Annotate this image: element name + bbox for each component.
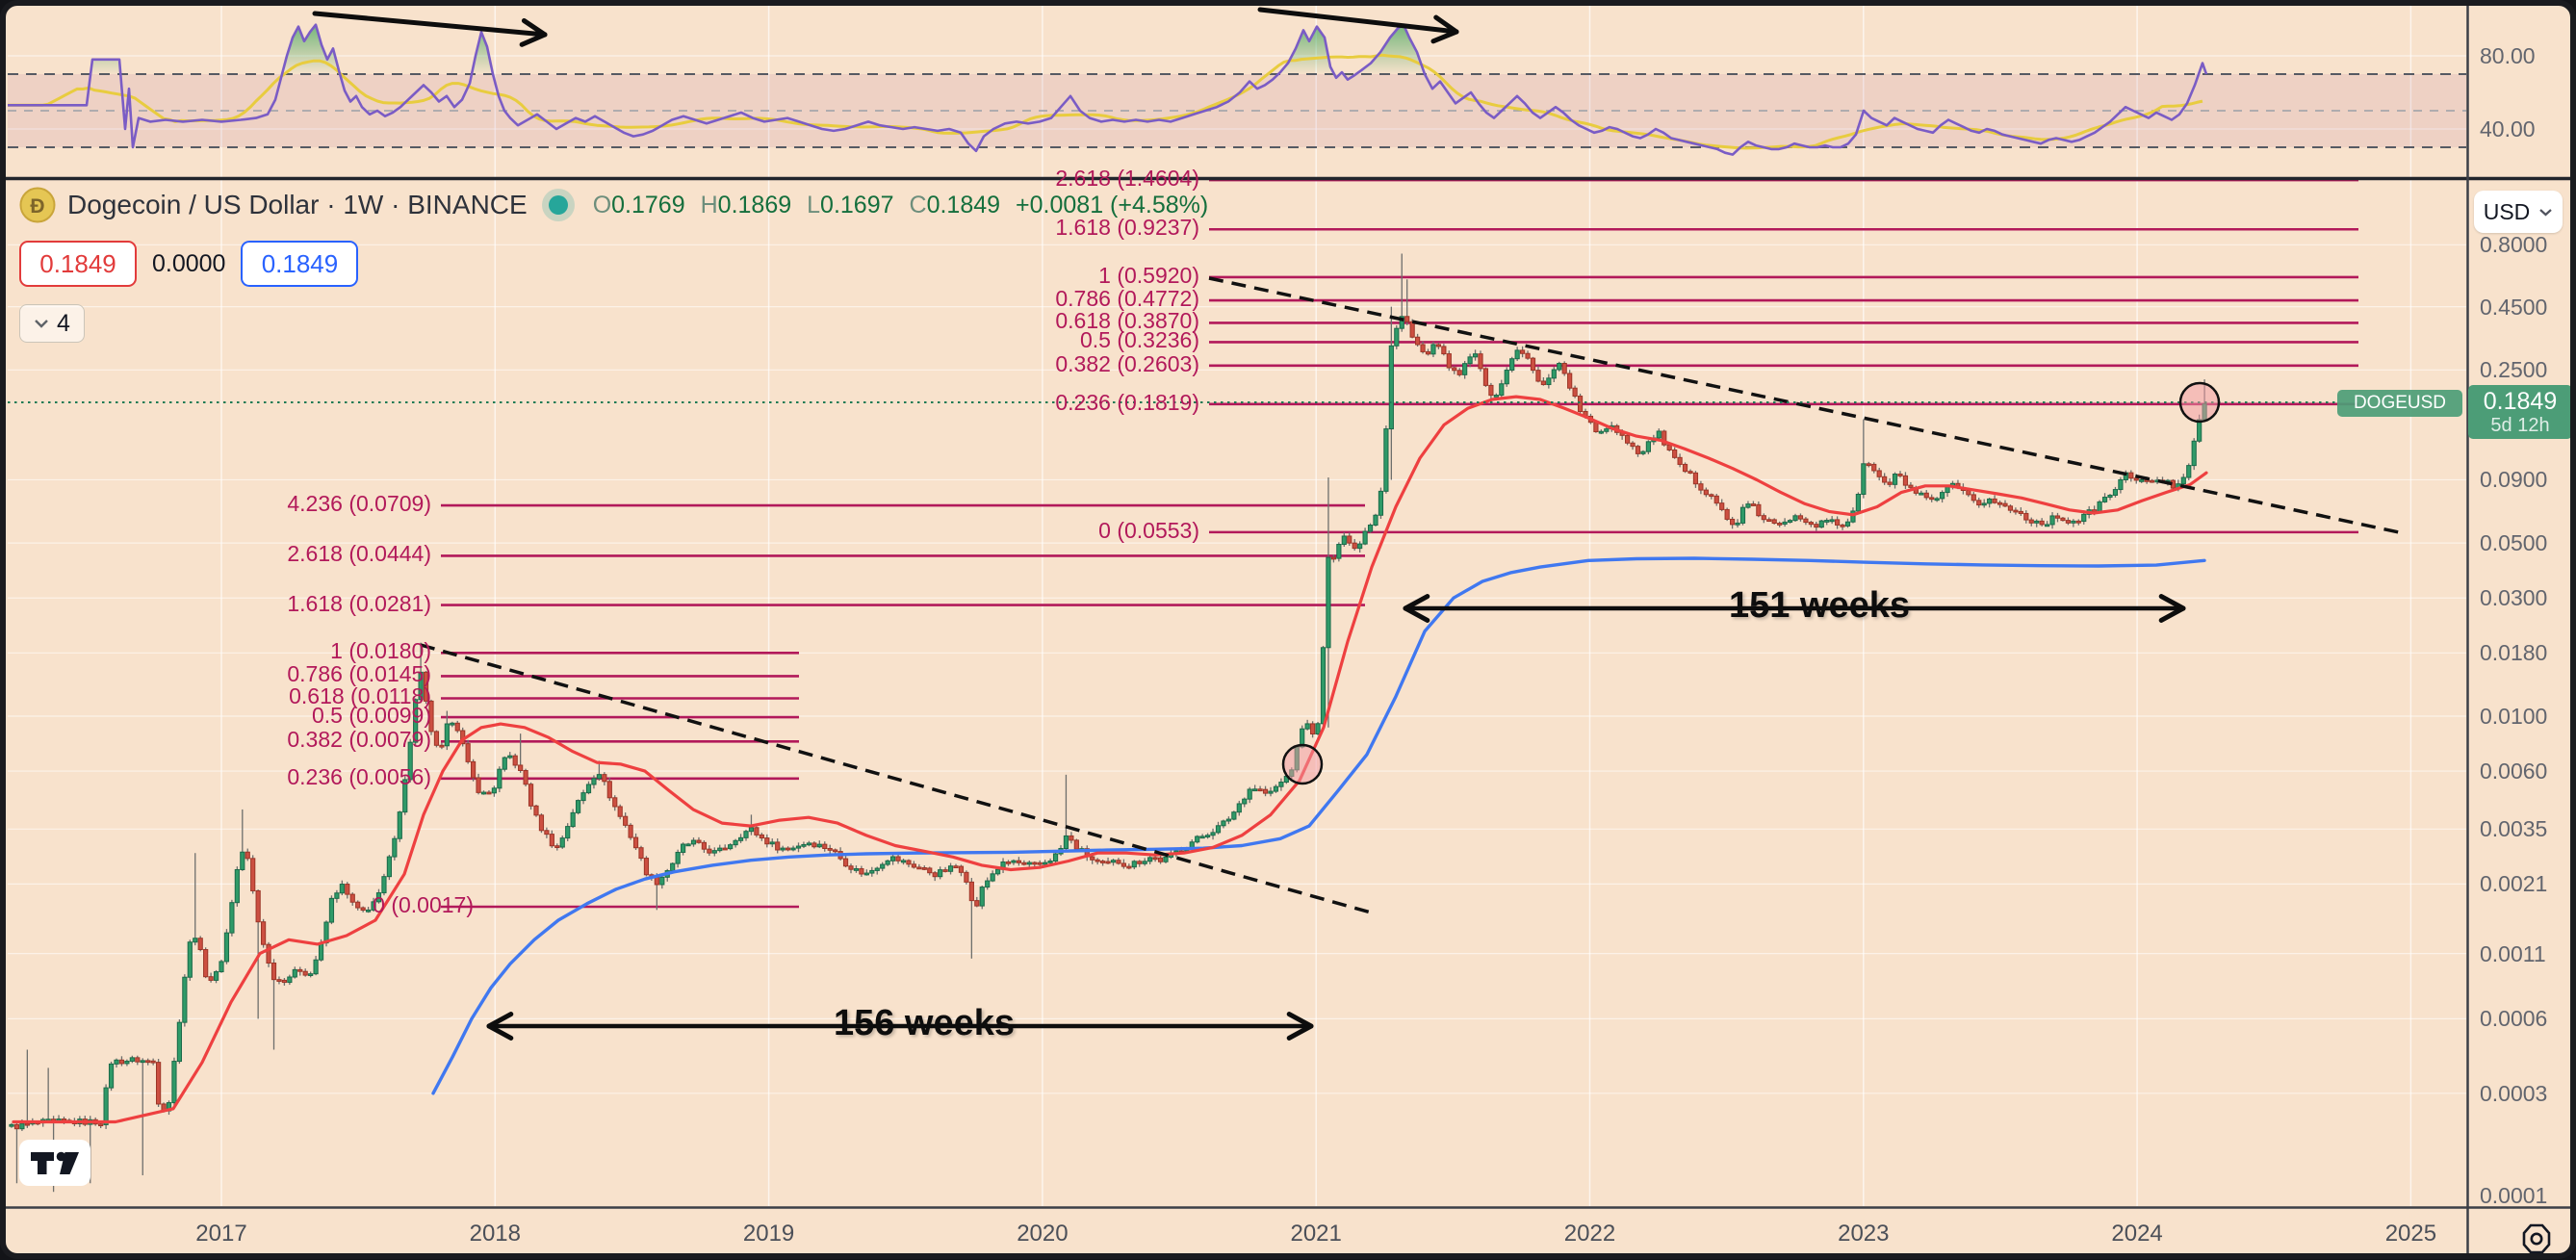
year-label: 2025 xyxy=(2384,1221,2437,1247)
fib-label: 1 (0.5920) xyxy=(1098,262,1199,288)
year-label: 2019 xyxy=(742,1221,795,1247)
price-axis-label: 0.0900 xyxy=(2480,467,2548,493)
fib-label: 2.618 (0.0444) xyxy=(287,541,431,567)
last-price: 0.1849 xyxy=(2483,388,2558,415)
price-axis-label: 0.0180 xyxy=(2480,640,2548,666)
price-axis-label: 0.0500 xyxy=(2480,530,2548,556)
price-axis-label: 0.0011 xyxy=(2480,940,2546,966)
year-label: 2024 xyxy=(2111,1221,2163,1247)
price-axis-label: 0.0300 xyxy=(2480,585,2548,611)
chevron-down-icon xyxy=(2539,208,2553,216)
ohlc-item: O0.1769 xyxy=(592,191,685,219)
price-axis-label: 0.0060 xyxy=(2480,759,2548,784)
symbol-title[interactable]: Dogecoin / US Dollar · 1W · BINANCE xyxy=(67,190,528,219)
buy-price-button[interactable]: 0.1849 xyxy=(241,241,359,287)
object-tree-button[interactable]: 4 xyxy=(19,304,85,343)
fib-label: 0.786 (0.0145) xyxy=(287,661,431,687)
fib-label: 4.236 (0.0709) xyxy=(287,491,431,517)
currency-label: USD xyxy=(2483,198,2531,224)
chevron-down-icon xyxy=(35,320,48,328)
currency-toggle-button[interactable]: USD xyxy=(2474,191,2563,233)
ohlc-item: C0.1849 xyxy=(909,191,1001,219)
bar-countdown: 5d 12h xyxy=(2490,415,2550,436)
price-axis-label: 0.2500 xyxy=(2480,357,2548,383)
fib-label: 1.618 (0.0281) xyxy=(287,590,431,616)
dogecoin-icon: Ð xyxy=(19,187,56,223)
year-label: 2020 xyxy=(1017,1221,1069,1247)
change-value: +0.0081 (+4.58%) xyxy=(1016,191,1209,219)
ma-layer xyxy=(12,395,2208,1124)
fib-label: 0.236 (0.0056) xyxy=(287,763,431,789)
price-axis-label: 0.0006 xyxy=(2480,1006,2548,1032)
fib-label: 0.382 (0.2603) xyxy=(1055,350,1199,376)
ohlc-item: L0.1697 xyxy=(807,191,894,219)
fib-label: 0.5 (0.0099) xyxy=(311,703,431,729)
fib-label: 0.382 (0.0079) xyxy=(287,727,431,753)
price-axis-label: 0.0001 xyxy=(2480,1183,2548,1208)
annotation-156-weeks[interactable]: 156 weeks xyxy=(833,1003,1016,1043)
fib-label: 1 (0.0180) xyxy=(330,638,431,664)
fib-label: 0.5 (0.3236) xyxy=(1079,327,1199,353)
price-axis-label: 0.0003 xyxy=(2480,1080,2548,1106)
ohlc-values: O0.1769 H0.1869 L0.1697 C0.1849 +0.0081 (+4.… xyxy=(593,192,1209,219)
price-axis-label: 0.4500 xyxy=(2480,294,2548,320)
last-price-badge: 0.1849 5d 12h xyxy=(2468,385,2572,439)
price-line-symbol-label: DOGEUSD xyxy=(2337,390,2462,417)
price-axis-label: 0.8000 xyxy=(2480,232,2548,258)
year-label: 2022 xyxy=(1563,1221,1616,1247)
fib-label: 1.618 (0.9237) xyxy=(1055,215,1199,241)
separator-layer xyxy=(4,4,2572,1255)
grid-layer xyxy=(8,6,2466,1206)
fib-label: 0 (0.0553) xyxy=(1098,517,1199,543)
year-label: 2021 xyxy=(1290,1221,1342,1247)
tradingview-logo[interactable] xyxy=(19,1140,90,1191)
highlight-circle xyxy=(1281,743,1324,785)
ohlc-item: H0.1869 xyxy=(700,191,792,219)
fib-label: 0 (0.0017) xyxy=(373,891,474,917)
fib-label: 2.618 (1.4604) xyxy=(1055,166,1199,192)
year-label: 2017 xyxy=(195,1221,247,1247)
rsi-axis-label: 80.00 xyxy=(2480,43,2536,68)
chart-background xyxy=(4,4,2572,1255)
spread-value: 0.0000 xyxy=(152,249,226,277)
svg-text:Ð: Ð xyxy=(30,195,44,218)
price-axis-label: 0.0100 xyxy=(2480,703,2548,729)
annotation-layer xyxy=(312,7,2221,1041)
fib-label: 0.236 (0.1819) xyxy=(1055,389,1199,415)
price-axis-label: 0.0035 xyxy=(2480,816,2548,842)
fib-label: 0.786 (0.4772) xyxy=(1055,286,1199,312)
highlight-circle xyxy=(2178,381,2221,424)
legend: Ð Dogecoin / US Dollar · 1W · BINANCE O0… xyxy=(19,183,1208,343)
object-count: 4 xyxy=(57,309,70,337)
rsi-axis-label: 40.00 xyxy=(2480,116,2536,141)
year-label: 2018 xyxy=(469,1221,521,1247)
rsi-pane xyxy=(8,23,2466,156)
trendline-layer xyxy=(420,276,2400,914)
fib-label: 0.618 (0.3870) xyxy=(1055,308,1199,334)
fib-label: 0.618 (0.0118) xyxy=(289,683,431,709)
axis-settings-icon[interactable] xyxy=(2518,1222,2555,1260)
market-status-dot[interactable] xyxy=(548,195,568,215)
price-axis-label: 0.0021 xyxy=(2480,871,2548,897)
sell-price-button[interactable]: 0.1849 xyxy=(19,241,137,287)
annotation-151-weeks[interactable]: 151 weeks xyxy=(1728,585,1911,626)
year-label: 2023 xyxy=(1838,1221,1890,1247)
